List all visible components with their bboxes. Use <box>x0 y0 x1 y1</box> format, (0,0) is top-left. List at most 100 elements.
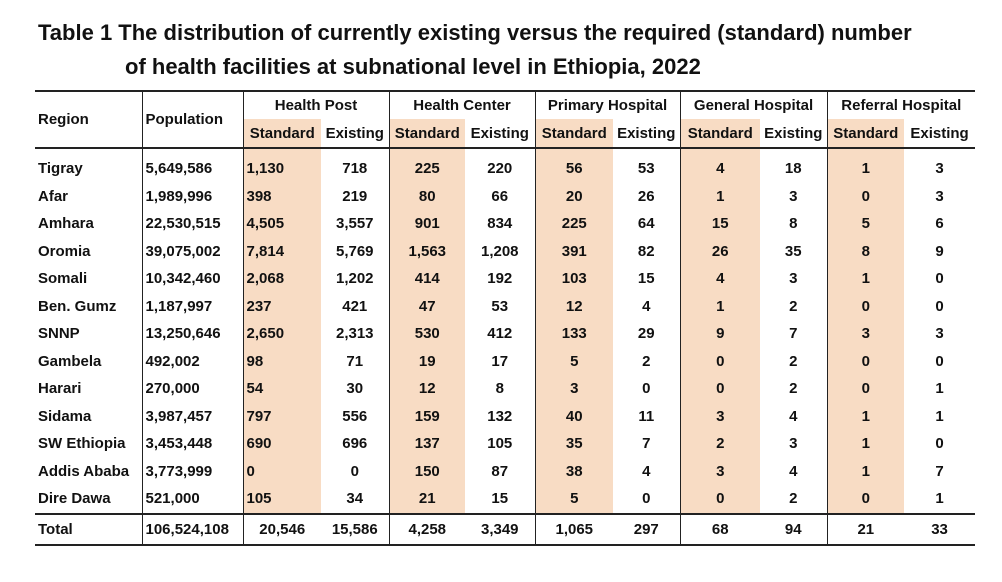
table-header: Region Population Health Post Health Center… <box>35 90 976 149</box>
table-cell: 12 <box>534 292 614 320</box>
table-cell: 225 <box>534 210 614 238</box>
table-cell: 94 <box>760 512 828 546</box>
table-cell: 3 <box>789 435 798 453</box>
table-cell: 3,987,457 <box>141 402 243 430</box>
table-cell: 4 <box>642 462 651 480</box>
table-cell: 3 <box>935 187 944 205</box>
header-row: Region Population Health Post Health Center… <box>35 90 976 149</box>
table-row: Amhara 22,530,515 4,505 3,557 901 834 225 64 15 8… <box>35 210 975 238</box>
table-cell: 2,313 <box>335 325 374 343</box>
sub-header: Standard <box>242 119 321 149</box>
table-cell: 1 <box>935 407 944 425</box>
table-cell: 17 <box>491 352 509 370</box>
table-cell: 40 <box>534 402 614 430</box>
table-cell: 1 <box>826 457 905 485</box>
table-cell: 29 <box>637 325 655 343</box>
table-cell: 35 <box>784 242 802 260</box>
table-cell: 0 <box>826 375 905 403</box>
table-cell: 270,000 <box>141 375 243 403</box>
table-cell: 219 <box>342 187 368 205</box>
table-cell: 12 <box>388 375 466 403</box>
table-cell: 39,075,002 <box>141 237 243 265</box>
table-cell: 3 <box>679 402 761 430</box>
table-cell: 26 <box>637 187 655 205</box>
table-cell: 0 <box>242 457 321 485</box>
table-cell: 4,505 <box>242 210 321 238</box>
table-cell: 0 <box>935 270 944 288</box>
table-cell: 1 <box>935 490 944 508</box>
table-row: Ben. Gumz 1,187,997 237 421 47 53 12 4 1 2 0 0 <box>35 292 975 320</box>
table-cell: 15,586 <box>321 512 390 546</box>
table-cell: Afar <box>38 187 69 205</box>
table-cell: Somali <box>38 270 88 288</box>
sub-header: Standard <box>388 119 466 149</box>
table-cell: 5,649,586 <box>141 148 243 183</box>
table-cell: 20 <box>534 182 614 210</box>
table-cell: 159 <box>388 402 466 430</box>
table-cell: 7 <box>789 325 798 343</box>
table-cell: 26 <box>679 237 761 265</box>
table-cell: 0 <box>935 297 944 315</box>
table-cell: 2 <box>789 380 798 398</box>
table-cell: 5,769 <box>335 242 374 260</box>
table-cell: 137 <box>388 430 466 458</box>
table-cell: 3 <box>935 325 944 343</box>
table-cell: 414 <box>388 265 466 293</box>
table-row: Dire Dawa 521,000 105 34 21 15 5 0 0 2 0 1 <box>35 485 975 514</box>
table-cell: 15 <box>491 490 509 508</box>
table-cell: 3,453,448 <box>141 430 243 458</box>
table-cell: 15 <box>637 270 655 288</box>
table-cell: 220 <box>487 160 513 178</box>
table-cell: 105 <box>242 485 321 514</box>
table-cell: 1,208 <box>480 242 519 260</box>
table-row: Oromia 39,075,002 7,814 5,769 1,563 1,208 391 8… <box>35 237 975 265</box>
table-cell: 20,546 <box>242 512 321 546</box>
table-cell: 1,563 <box>388 237 466 265</box>
table-cell: 133 <box>534 320 614 348</box>
header-cell: Region <box>35 90 142 149</box>
table-cell: Sidama <box>38 407 92 425</box>
table-cell: 5 <box>534 485 614 514</box>
table-cell: 9 <box>935 242 944 260</box>
table-cell: 132 <box>487 407 513 425</box>
table-cell: 4 <box>789 462 798 480</box>
table-cell: 4 <box>679 265 761 293</box>
table-cell: Dire Dawa <box>38 490 111 508</box>
table-cell: SW Ethiopia <box>38 435 126 453</box>
table-cell: 47 <box>388 292 466 320</box>
table-cell: 0 <box>935 352 944 370</box>
table-cell: 2,068 <box>242 265 321 293</box>
table-cell: 0 <box>826 485 905 514</box>
table-cell: 797 <box>242 402 321 430</box>
table-title: Table 1 The distribution of currently ex… <box>38 16 912 84</box>
table-cell: 4,258 <box>388 512 466 546</box>
table-cell: 56 <box>534 148 614 183</box>
sub-header: Existing <box>613 119 681 149</box>
table-cell: 3 <box>935 160 944 178</box>
table-cell: 15 <box>679 210 761 238</box>
sub-header: Standard <box>826 119 905 149</box>
table-cell: 8 <box>826 237 905 265</box>
table-cell: 412 <box>487 325 513 343</box>
table-cell: 8 <box>495 380 504 398</box>
table-cell: 0 <box>679 375 761 403</box>
table-cell: 690 <box>242 430 321 458</box>
table-cell: 103 <box>534 265 614 293</box>
table-cell: 8 <box>789 215 798 233</box>
table-row: Addis Ababa 3,773,999 0 0 150 87 38 4 3 4 1 7 <box>35 457 975 485</box>
table-cell: 106,524,108 <box>141 512 243 546</box>
table-cell: 13,250,646 <box>141 320 243 348</box>
table-cell: 5 <box>534 347 614 375</box>
table-cell: 237 <box>242 292 321 320</box>
table-cell: 1 <box>935 380 944 398</box>
table-cell: 3 <box>534 375 614 403</box>
table-cell: 834 <box>487 215 513 233</box>
table-cell: 10,342,460 <box>141 265 243 293</box>
table-cell: 0 <box>350 462 359 480</box>
sub-header: Standard <box>679 119 761 149</box>
table-cell: 53 <box>491 297 509 315</box>
table-cell: 718 <box>342 160 368 178</box>
table-cell: 556 <box>342 407 368 425</box>
table-cell: 4 <box>642 297 651 315</box>
